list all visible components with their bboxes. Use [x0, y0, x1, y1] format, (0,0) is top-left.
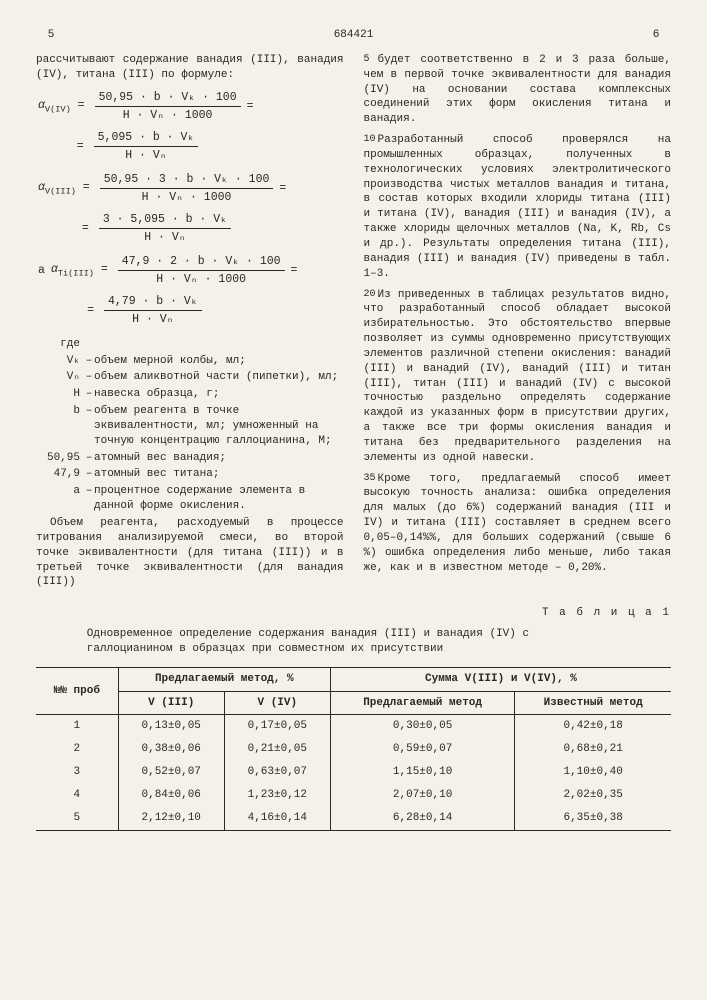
where-item: Vₙ–объем аликвотной части (пипетки), мл; — [36, 370, 344, 385]
right-p4: 35Кроме того, предлагаемый способ имеет … — [364, 472, 672, 576]
line-number: 35 — [350, 472, 376, 486]
subhead-proposed: Предлагаемый метод — [330, 691, 515, 715]
table-row: 40,84±0,061,23±0,122,07±0,102,02±0,35 — [36, 784, 671, 807]
where-item: b–объем реагента в точке эквивалентности… — [36, 404, 344, 449]
where-item: а–процентное содержание элемента в данно… — [36, 484, 344, 514]
line-number: 20 — [350, 288, 376, 302]
where-item: Vₖ–объем мерной колбы, мл; — [36, 354, 344, 369]
line-number: 10 — [350, 133, 376, 147]
formula: αV(IV) =50,95 · b · Vₖ · 100H · Vₙ · 100… — [38, 89, 344, 165]
page-number-left: 5 — [36, 28, 66, 43]
intro-paragraph: рассчитывают содержание ванадия (III), в… — [36, 53, 344, 83]
right-p2: 10Разработанный способ проверялся на про… — [364, 133, 672, 281]
where-item: 47,9–атомный вес титана; — [36, 467, 344, 482]
col-header-sum: Сумма V(III) и V(IV), % — [330, 667, 671, 691]
right-p1: 5будет соответственно в 2 и 3 раза больш… — [364, 53, 672, 127]
where-label: где — [36, 337, 84, 352]
results-table: №№ проб Предлагаемый метод, % Сумма V(II… — [36, 667, 671, 831]
table-title: Одновременное определение содержания ван… — [87, 627, 620, 657]
table-caption: Т а б л и ц а 1 — [36, 606, 671, 621]
subhead-v3: V (III) — [118, 691, 224, 715]
subhead-v4: V (IV) — [224, 691, 330, 715]
two-column-body: рассчитывают содержание ванадия (III), в… — [36, 53, 671, 596]
line-number: 5 — [350, 53, 370, 67]
page-header: 5 684421 6 — [36, 28, 671, 43]
table-row: 52,12±0,104,16±0,146,28±0,146,35±0,38 — [36, 807, 671, 830]
table-row: 30,52±0,070,63±0,071,15±0,101,10±0,40 — [36, 761, 671, 784]
formulas-block: αV(IV) =50,95 · b · Vₖ · 100H · Vₙ · 100… — [36, 89, 344, 329]
where-item: 50,95–атомный вес ванадия; — [36, 451, 344, 466]
right-p3: 20Из приведенных в таблицах результатов … — [364, 288, 672, 466]
page-number-right: 6 — [641, 28, 671, 43]
tail-paragraph: Объем реагента, расходуемый в процессе т… — [36, 516, 344, 590]
col-header-proposed: Предлагаемый метод, % — [118, 667, 330, 691]
left-column: рассчитывают содержание ванадия (III), в… — [36, 53, 344, 596]
right-column: 5будет соответственно в 2 и 3 раза больш… — [364, 53, 672, 582]
subhead-known: Известный метод — [515, 691, 671, 715]
patent-number: 684421 — [66, 28, 641, 43]
col-header-sample: №№ проб — [36, 667, 118, 715]
table-row: 20,38±0,060,21±0,050,59±0,070,68±0,21 — [36, 738, 671, 761]
formula: αV(III) =50,95 · 3 · b · Vₖ · 100H · Vₙ … — [38, 171, 344, 247]
table-row: 10,13±0,050,17±0,050,30±0,050,42±0,18 — [36, 715, 671, 738]
formula: аαTi(III) =47,9 · 2 · b · Vₖ · 100H · Vₙ… — [38, 253, 344, 329]
where-list: где Vₖ–объем мерной колбы, мл;Vₙ–объем а… — [36, 337, 344, 514]
where-item: H–навеска образца, г; — [36, 387, 344, 402]
